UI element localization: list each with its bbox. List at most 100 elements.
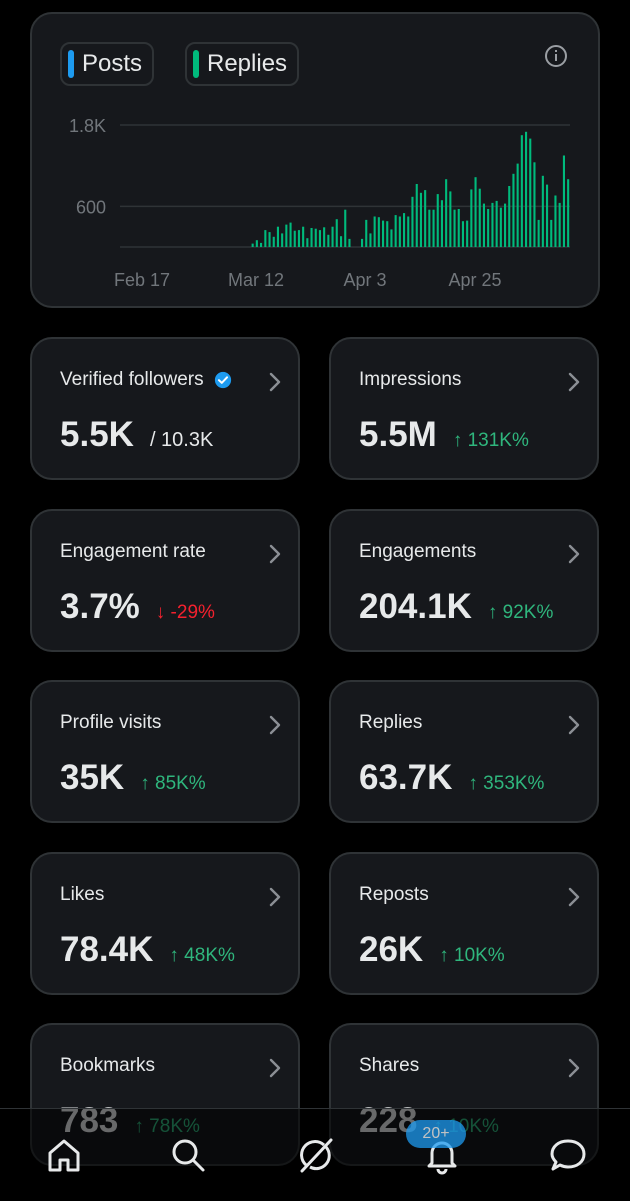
bar — [260, 242, 263, 247]
home-icon[interactable] — [44, 1135, 84, 1175]
chevron-right-icon[interactable] — [268, 886, 282, 908]
bar — [457, 209, 460, 247]
stat-title-label: Verified followers — [60, 369, 204, 390]
bar — [285, 224, 288, 247]
messages-icon[interactable] — [548, 1135, 588, 1175]
bar — [310, 228, 313, 247]
stat-value-row: 5.5K / 10.3K — [60, 415, 213, 455]
chevron-right-icon[interactable] — [268, 543, 282, 565]
stat-card[interactable]: Profile visits 35K ↑ 85K% — [30, 680, 300, 823]
stat-value: 26K — [359, 930, 424, 969]
bar — [297, 230, 300, 247]
y-tick-label: 1.8K — [69, 116, 106, 136]
stat-title: Likes — [60, 884, 104, 906]
stat-value: 5.5K — [60, 415, 134, 454]
posts-swatch — [68, 50, 74, 78]
bar — [331, 226, 334, 247]
stat-value: 78.4K — [60, 930, 154, 969]
bar — [302, 226, 305, 247]
bar — [567, 179, 570, 247]
info-icon[interactable] — [544, 44, 568, 68]
stat-value-row: 63.7K ↑ 353K% — [359, 758, 544, 798]
chevron-right-icon[interactable] — [567, 1057, 581, 1079]
stat-card[interactable]: Likes 78.4K ↑ 48K% — [30, 852, 300, 995]
stat-card[interactable]: Replies 63.7K ↑ 353K% — [329, 680, 599, 823]
bar — [504, 203, 507, 247]
stat-title-label: Reposts — [359, 884, 429, 905]
bar — [508, 186, 511, 247]
stat-value: 63.7K — [359, 758, 453, 797]
bar — [529, 138, 532, 247]
stat-title-label: Profile visits — [60, 712, 162, 733]
chevron-right-icon[interactable] — [567, 714, 581, 736]
grok-icon[interactable] — [296, 1135, 336, 1175]
stat-title-label: Impressions — [359, 369, 462, 390]
bar — [537, 219, 540, 247]
bar — [268, 232, 271, 247]
chevron-right-icon[interactable] — [268, 1057, 282, 1079]
y-tick-label: 600 — [76, 197, 106, 217]
x-tick-label: Apr 25 — [448, 270, 501, 290]
stat-change: ↑ 131K% — [452, 430, 529, 451]
stat-value-row: 26K ↑ 10K% — [359, 930, 505, 970]
stat-value: 3.7% — [60, 587, 140, 626]
legend-replies-toggle[interactable]: Replies — [185, 42, 300, 86]
stat-card[interactable]: Reposts 26K ↑ 10K% — [329, 852, 599, 995]
search-icon[interactable] — [168, 1135, 208, 1175]
verified-badge-icon — [214, 371, 231, 389]
bar — [323, 227, 326, 247]
bar — [432, 209, 435, 247]
bar — [478, 188, 481, 247]
bar — [449, 191, 452, 247]
stat-value: 5.5M — [359, 415, 437, 454]
bar — [533, 162, 536, 247]
bar — [264, 230, 267, 247]
x-tick-label: Mar 12 — [228, 270, 284, 290]
bar — [474, 177, 477, 247]
stat-value-row: 3.7% ↓ -29% — [60, 587, 215, 627]
bar — [440, 200, 443, 247]
x-tick-label: Apr 3 — [343, 270, 386, 290]
chevron-right-icon[interactable] — [268, 371, 282, 393]
bar — [562, 155, 565, 247]
bar — [390, 229, 393, 247]
bar — [314, 228, 317, 247]
chevron-right-icon[interactable] — [567, 371, 581, 393]
bar — [419, 192, 422, 247]
bar — [373, 216, 376, 247]
chevron-right-icon[interactable] — [567, 886, 581, 908]
bar — [348, 238, 351, 247]
stat-value-row: 5.5M ↑ 131K% — [359, 415, 529, 455]
bar — [394, 215, 397, 247]
bar — [361, 238, 364, 247]
legend-posts-label: Posts — [82, 50, 143, 77]
stat-title: Reposts — [359, 884, 429, 906]
bar — [344, 209, 347, 247]
stat-change: ↑ 353K% — [468, 773, 545, 794]
bar — [340, 236, 343, 247]
bar — [436, 194, 439, 247]
replies-chart: 1.8K 600 Feb 17 Mar 12 Apr 3 Apr 25 — [69, 116, 570, 290]
bar — [415, 184, 418, 247]
bar — [251, 243, 254, 247]
chevron-right-icon[interactable] — [567, 543, 581, 565]
stat-card[interactable]: Impressions 5.5M ↑ 131K% — [329, 337, 599, 480]
stat-card[interactable]: Engagement rate 3.7% ↓ -29% — [30, 509, 300, 652]
stat-card[interactable]: Engagements 204.1K ↑ 92K% — [329, 509, 599, 652]
bar — [281, 233, 284, 247]
chevron-right-icon[interactable] — [268, 714, 282, 736]
legend-posts-toggle[interactable]: Posts — [60, 42, 155, 86]
bar — [411, 196, 414, 247]
bar — [487, 209, 490, 247]
bar — [554, 195, 557, 247]
stat-card[interactable]: Verified followers 5.5K / 10.3K — [30, 337, 300, 480]
stat-title: Engagement rate — [60, 541, 206, 563]
bar — [453, 209, 456, 247]
bar — [403, 213, 406, 247]
stat-value-row: 78.4K ↑ 48K% — [60, 930, 235, 970]
bar — [495, 200, 498, 247]
bar — [512, 173, 515, 247]
bar — [470, 189, 473, 247]
stat-title-label: Replies — [359, 712, 423, 733]
bar — [386, 221, 389, 247]
